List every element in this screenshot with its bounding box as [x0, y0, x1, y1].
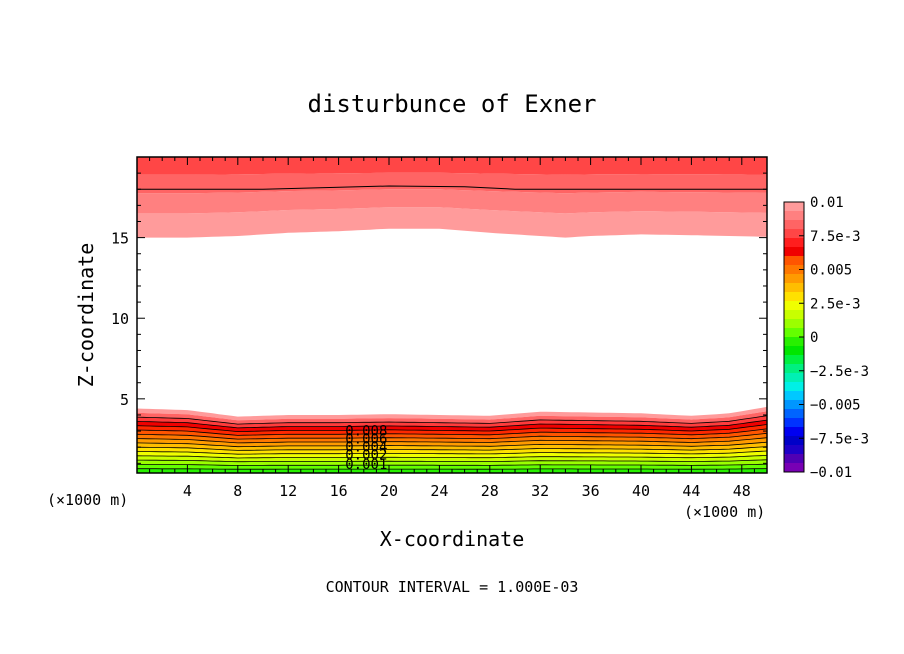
colorbar-tick-label: −0.005 — [810, 398, 861, 414]
bottom-contour-line — [136, 446, 768, 451]
x-tick-label: 44 — [682, 482, 700, 500]
colorbar-tick-label: 0.01 — [810, 195, 844, 211]
bottom-contour-line — [136, 415, 768, 425]
colorbar-tick-label: 0 — [810, 330, 818, 346]
bottom-contour-line — [136, 437, 768, 444]
x-tick-label: 12 — [279, 482, 297, 500]
colorbar-swatch — [784, 427, 804, 437]
bottom-contour-line — [137, 463, 768, 466]
colorbar-tick-label: 0.005 — [810, 263, 852, 279]
colorbar-swatch — [784, 454, 804, 464]
contour-interval-footer: CONTOUR INTERVAL = 1.000E-03 — [326, 578, 579, 596]
bottom-contour-line — [136, 428, 768, 436]
contour-label: 0.006 — [345, 431, 387, 447]
colorbar-swatch — [784, 202, 804, 212]
bottom-contour-band — [137, 446, 767, 455]
y-tick-label: 15 — [111, 230, 129, 248]
colorbar-swatch — [784, 328, 804, 338]
colorbar-tick-label: −7.5e-3 — [810, 431, 869, 447]
colorbar-swatch — [784, 409, 804, 419]
colorbar-swatch — [784, 463, 804, 473]
x-tick-label: 40 — [632, 482, 650, 500]
colorbar-swatch — [784, 301, 804, 311]
contour-label: 0.004 — [345, 439, 387, 455]
x-tick-label: 32 — [531, 482, 549, 500]
bottom-contour-line — [136, 419, 768, 429]
chart-title: disturbunce of Exner — [308, 90, 597, 118]
colorbar-swatch — [784, 292, 804, 302]
bottom-contour-band — [137, 451, 767, 458]
contour-fill-layer — [137, 157, 767, 473]
colorbar-swatch — [784, 337, 804, 347]
x-axis-label: X-coordinate — [380, 527, 525, 551]
y-tick-label: 10 — [111, 310, 129, 328]
colorbar-swatch — [784, 436, 804, 446]
colorbar-swatch — [784, 310, 804, 320]
colorbar-tick-label: 7.5e-3 — [810, 229, 861, 245]
bottom-contour-line — [136, 441, 768, 448]
colorbar: 0.01 7.5e-3 0.005 2.5e-3 0 −2.5e-3 −0.005 −7.5e… — [783, 195, 869, 481]
colorbar-swatch — [784, 265, 804, 275]
colorbar-swatch — [784, 400, 804, 410]
y-axis-label: Z-coordinate — [74, 243, 98, 388]
colorbar-swatch — [784, 391, 804, 401]
colorbar-swatch — [784, 418, 804, 428]
bottom-contour-line — [136, 424, 768, 433]
x-tick-label: 48 — [733, 482, 751, 500]
bottom-contour-line — [137, 459, 768, 463]
colorbar-swatch — [784, 382, 804, 392]
bottom-contour-line — [136, 455, 768, 459]
colorbar-swatch — [784, 364, 804, 374]
colorbar-swatch — [784, 283, 804, 293]
colorbar-swatch — [784, 346, 804, 356]
colorbar-swatch — [784, 238, 804, 248]
x-tick-label: 20 — [380, 482, 398, 500]
bottom-contour-line — [136, 450, 768, 455]
colorbar-swatch — [784, 256, 804, 266]
colorbar-swatch — [784, 247, 804, 257]
bottom-contour-band — [137, 406, 767, 421]
bottom-contour-band — [137, 455, 767, 462]
colorbar-swatch — [784, 229, 804, 239]
colorbar-swatch — [784, 445, 804, 455]
x-tick-label: 16 — [330, 482, 348, 500]
contour-line-layer — [136, 185, 768, 470]
colorbar-tick-label: 2.5e-3 — [810, 296, 861, 312]
top-contour-band — [137, 189, 767, 214]
x-tick-label: 4 — [183, 482, 192, 500]
colorbar-swatch — [784, 211, 804, 221]
x-unit-label-right: (×1000 m) — [684, 503, 765, 521]
top-contour-band — [137, 207, 767, 238]
colorbar-swatch — [784, 220, 804, 230]
colorbar-tick-label: −2.5e-3 — [810, 364, 869, 380]
bottom-contour-line — [136, 432, 768, 440]
colorbar-swatch — [784, 373, 804, 383]
x-tick-label: 28 — [481, 482, 499, 500]
y-tick-label: 5 — [120, 391, 129, 409]
colorbar-swatch — [784, 319, 804, 329]
contour-label: 0.008 — [345, 423, 387, 439]
top-contour-line — [137, 185, 767, 190]
colorbar-swatch — [784, 355, 804, 365]
x-unit-label-left: (×1000 m) — [47, 491, 128, 509]
contour-label: 0.002 — [345, 447, 387, 463]
colorbar-swatch — [784, 274, 804, 284]
x-tick-label: 8 — [233, 482, 242, 500]
top-contour-band — [137, 157, 767, 175]
colorbar-tick-label: −0.01 — [810, 465, 852, 481]
x-tick-label: 36 — [582, 482, 600, 500]
x-tick-label: 24 — [430, 482, 448, 500]
